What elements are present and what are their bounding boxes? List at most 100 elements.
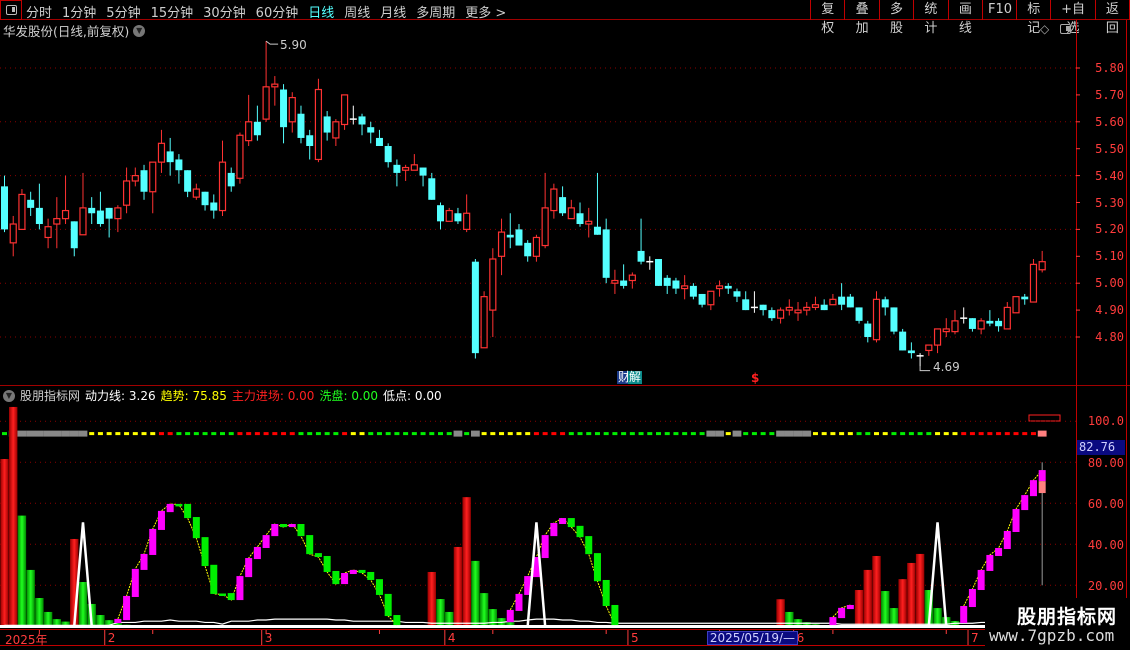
diamond-icon[interactable]: ◇ bbox=[1040, 22, 1050, 36]
status-dash bbox=[158, 432, 164, 436]
candle bbox=[759, 304, 767, 316]
adjust-button[interactable]: 复权 bbox=[810, 0, 844, 36]
tab-60min[interactable]: 60分钟 bbox=[255, 6, 299, 21]
status-dash bbox=[246, 432, 252, 436]
status-dash bbox=[943, 432, 949, 436]
finance-marker[interactable]: 财 bbox=[617, 370, 632, 384]
status-dash bbox=[289, 432, 295, 436]
status-dash bbox=[1004, 432, 1010, 436]
tab-daily[interactable]: 日线 bbox=[308, 6, 335, 21]
status-dash bbox=[1022, 432, 1028, 436]
field-low-point: 低点: 0.00 bbox=[383, 387, 442, 404]
wash-bar bbox=[924, 590, 934, 627]
status-block bbox=[1037, 430, 1047, 437]
trend-block bbox=[515, 593, 523, 611]
status-dash bbox=[350, 432, 356, 436]
panel-toggle-icon[interactable] bbox=[1060, 24, 1071, 34]
candle bbox=[402, 164, 410, 181]
tab-multi-period[interactable]: 多周期 bbox=[416, 6, 456, 21]
candle-body bbox=[480, 296, 488, 349]
status-dash bbox=[324, 432, 330, 436]
candle bbox=[628, 272, 636, 289]
price-axis-label: 5.20 bbox=[1095, 222, 1124, 237]
candle bbox=[872, 291, 881, 343]
high-price-label: 5.90 bbox=[280, 38, 307, 52]
tab-monthly[interactable]: 月线 bbox=[380, 6, 407, 21]
tab-30min[interactable]: 30分钟 bbox=[203, 6, 246, 21]
unlock-marker[interactable]: 解 bbox=[628, 370, 643, 384]
indicator-name: 股朋指标网 bbox=[20, 389, 81, 403]
candle-body bbox=[890, 307, 898, 332]
status-dash bbox=[847, 432, 853, 436]
status-block bbox=[34, 430, 44, 437]
tab-5min[interactable]: 5分钟 bbox=[106, 6, 141, 21]
multi-stock-button[interactable]: 多股 bbox=[878, 0, 913, 36]
status-dash bbox=[533, 432, 539, 436]
candle-body bbox=[855, 307, 863, 321]
candle-body bbox=[445, 209, 453, 222]
candle bbox=[968, 318, 976, 332]
ind-axis-60: 60.00 bbox=[1087, 497, 1124, 511]
draw-line-button[interactable]: 画线 bbox=[947, 0, 982, 36]
main-force-bar bbox=[70, 538, 79, 627]
cursor-date-label: 2025/05/19/— bbox=[706, 631, 799, 645]
low-arrow bbox=[919, 366, 931, 372]
candle bbox=[332, 119, 340, 147]
candle-body bbox=[986, 320, 994, 324]
candle bbox=[375, 129, 383, 147]
status-dash bbox=[333, 432, 339, 436]
wash-bar bbox=[17, 515, 27, 627]
wash-bar bbox=[933, 608, 942, 627]
candle-body bbox=[471, 261, 479, 354]
indicator-menu-icon[interactable]: ▼ bbox=[3, 389, 15, 402]
candle-body bbox=[541, 207, 549, 247]
candle bbox=[864, 320, 872, 343]
main-force-bar bbox=[872, 555, 881, 627]
candle-body bbox=[820, 304, 828, 311]
status-dash bbox=[621, 432, 627, 436]
status-dash bbox=[769, 432, 775, 436]
candle bbox=[1038, 250, 1046, 273]
dropdown-circle-icon[interactable]: ▼ bbox=[133, 24, 146, 37]
tab-weekly[interactable]: 周线 bbox=[344, 6, 371, 21]
candle-body bbox=[262, 86, 270, 120]
mark-button[interactable]: 标记 bbox=[1016, 0, 1050, 36]
candle bbox=[803, 302, 811, 316]
sidebar-toggle-button[interactable] bbox=[0, 0, 22, 20]
status-dash bbox=[568, 432, 574, 436]
ind-axis-40: 40.00 bbox=[1087, 538, 1124, 552]
status-dash bbox=[525, 432, 531, 436]
candle bbox=[829, 293, 837, 306]
tab-more[interactable]: 更多 > bbox=[465, 6, 507, 21]
status-dash bbox=[1013, 432, 1019, 436]
low-price-label: 4.69 bbox=[933, 360, 960, 374]
tab-fenshi[interactable]: 分时 bbox=[26, 6, 53, 21]
status-dash bbox=[516, 432, 522, 436]
trend-line bbox=[117, 503, 398, 626]
candle bbox=[559, 186, 567, 216]
wash-bar bbox=[43, 611, 53, 627]
status-dash bbox=[342, 432, 348, 436]
candle bbox=[794, 302, 802, 321]
candle bbox=[637, 218, 645, 265]
field-value: 0.00 bbox=[351, 389, 379, 403]
candle bbox=[166, 137, 174, 176]
candle bbox=[1012, 296, 1020, 314]
candle-body bbox=[454, 213, 462, 222]
overlay-button[interactable]: 叠加 bbox=[844, 0, 878, 36]
statistics-button[interactable]: 统计 bbox=[913, 0, 947, 36]
candle-body bbox=[70, 221, 78, 249]
status-dash bbox=[760, 432, 766, 436]
status-dash bbox=[586, 432, 592, 436]
candle bbox=[96, 191, 104, 227]
tab-15min[interactable]: 15分钟 bbox=[150, 6, 194, 21]
candle bbox=[541, 172, 549, 249]
f10-button[interactable]: F10 bbox=[982, 0, 1016, 20]
candle bbox=[960, 307, 968, 324]
candle-body bbox=[899, 331, 907, 351]
event-marker[interactable]: $ bbox=[751, 371, 760, 385]
candle bbox=[672, 277, 680, 294]
wash-bar bbox=[881, 591, 890, 627]
tab-1min[interactable]: 1分钟 bbox=[62, 6, 97, 21]
